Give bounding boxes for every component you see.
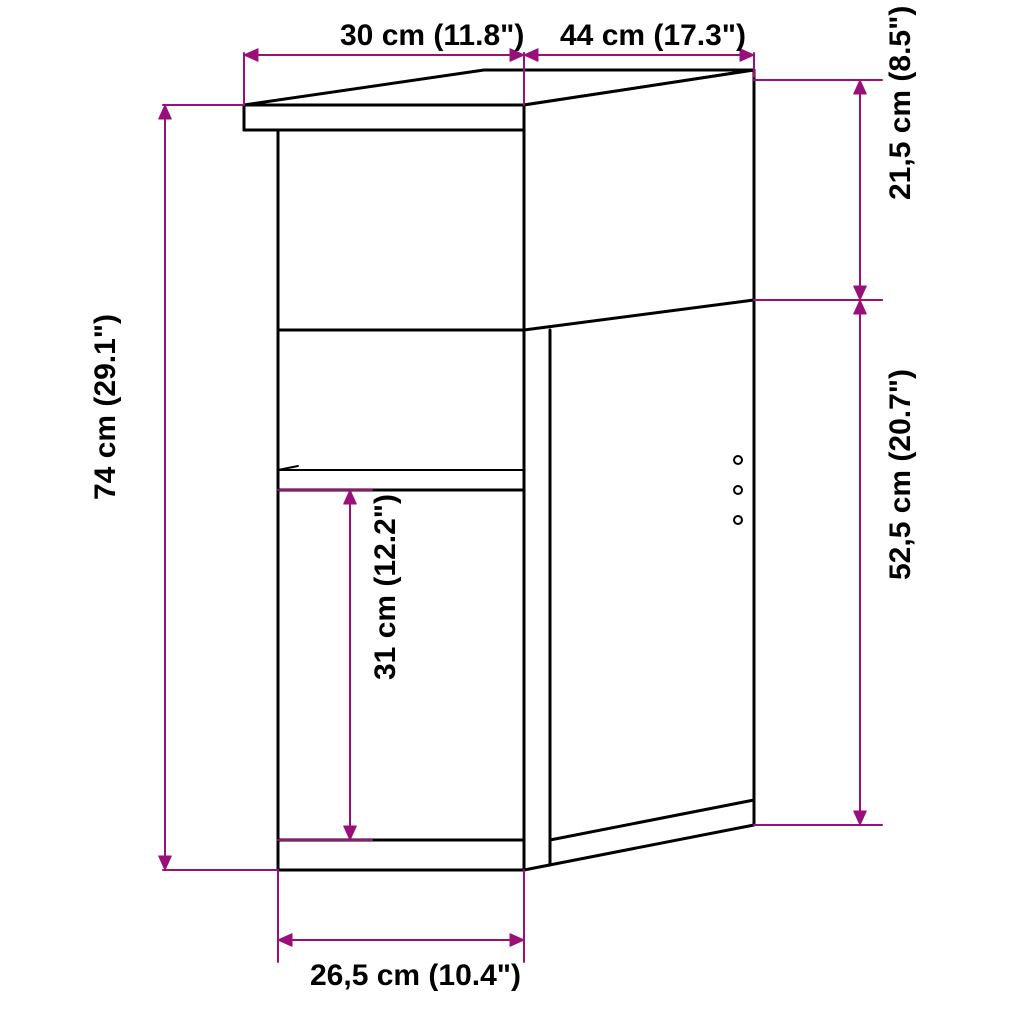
dimension-diagram: 30 cm (11.8") 44 cm (17.3") 74 cm (29.1") 2… bbox=[0, 0, 1024, 1024]
dim-width_top_left: 30 cm (11.8") bbox=[244, 19, 524, 77]
dim-label: 31 cm (12.2") bbox=[369, 494, 402, 680]
dim-drawer_h_right: 21,5 cm (8.5") bbox=[854, 6, 917, 300]
dim-label: 74 cm (29.1") bbox=[89, 314, 122, 500]
dim-label: 21,5 cm (8.5") bbox=[884, 6, 917, 200]
dim-lower_h_right: 52,5 cm (20.7") bbox=[854, 300, 917, 825]
dim-depth_top_right: 44 cm (17.3") bbox=[524, 19, 754, 77]
dim-base_width: 26,5 cm (10.4") bbox=[278, 934, 524, 992]
dim-height_total_left: 74 cm (29.1") bbox=[89, 105, 187, 870]
dim-label: 52,5 cm (20.7") bbox=[884, 369, 917, 580]
dim-label: 44 cm (17.3") bbox=[560, 19, 746, 52]
dim-label: 26,5 cm (10.4") bbox=[310, 959, 521, 992]
dim-label: 30 cm (11.8") bbox=[340, 19, 524, 52]
furniture-outline bbox=[244, 70, 754, 870]
